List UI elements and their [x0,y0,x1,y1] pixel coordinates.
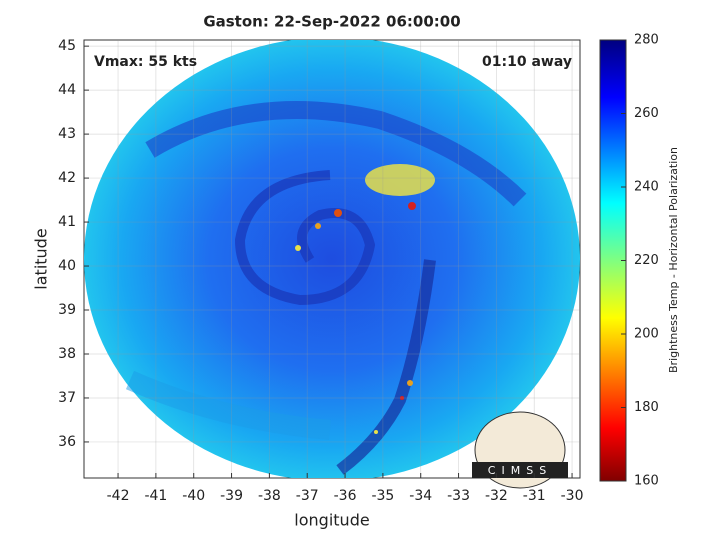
x-tick-label: -37 [296,488,319,504]
y-tick-label: 40 [58,258,76,274]
x-tick-label: -38 [258,488,281,504]
colorbar-label: Brightness Temp - Horizontal Polarizatio… [667,147,680,373]
colorbar-tick-label: 200 [634,327,659,342]
annotation: 01:10 away [482,54,572,70]
x-tick-label: -32 [485,488,508,504]
y-tick-label: 43 [58,126,76,142]
y-tick-label: 38 [58,346,76,362]
colorbar-tick-label: 220 [634,253,659,268]
colorbar-tick-label: 180 [634,400,659,415]
chart-title: Gaston: 22-Sep-2022 06:00:00 [203,13,460,31]
y-tick-label: 41 [58,214,76,230]
colorbar-tick-label: 240 [634,180,659,195]
x-tick-label: -39 [220,488,243,504]
colorbar-tick-label: 160 [634,474,659,489]
satellite-image [84,40,580,478]
annotation: Vmax: 55 kts [94,54,197,70]
x-tick-label: -34 [409,488,432,504]
y-tick-label: 36 [58,434,76,450]
logo-text: CIMSS [488,464,552,477]
x-tick-label: -41 [144,488,167,504]
colorbar-tick-label: 280 [634,33,659,48]
y-tick-label: 37 [58,390,76,406]
x-tick-label: -30 [561,488,584,504]
x-tick-label: -42 [107,488,130,504]
y-tick-label: 44 [58,82,76,98]
y-axis-label: latitude [32,228,51,289]
y-tick-label: 42 [58,170,76,186]
x-tick-label: -31 [523,488,546,504]
x-axis-label: longitude [294,511,369,530]
grid [84,40,580,478]
y-tick-label: 39 [58,302,76,318]
x-tick-label: -33 [447,488,470,504]
x-tick-label: -36 [334,488,357,504]
x-tick-label: -35 [371,488,394,504]
y-tick-label: 45 [58,38,76,54]
x-tick-label: -40 [182,488,205,504]
colorbar-tick-label: 260 [634,106,659,121]
